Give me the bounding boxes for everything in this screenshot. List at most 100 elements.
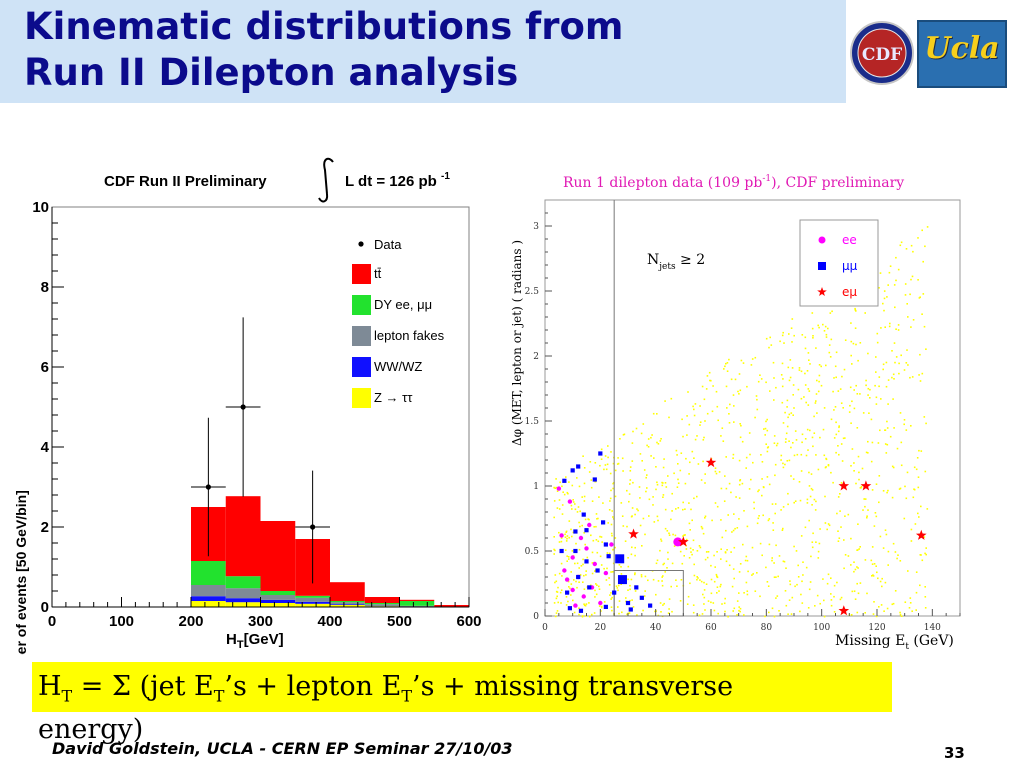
mc-dot: [571, 535, 573, 538]
mc-dot: [724, 597, 726, 600]
mc-dot: [645, 476, 647, 479]
mc-dot: [807, 404, 810, 406]
mc-dot: [716, 592, 718, 594]
mc-dot: [675, 508, 677, 510]
mc-dot: [921, 313, 923, 315]
mc-dot: [853, 561, 855, 563]
mc-dot: [924, 596, 927, 598]
mc-dot: [714, 566, 716, 568]
mc-dot: [732, 394, 735, 396]
mc-dot: [800, 397, 803, 400]
mc-dot: [793, 334, 795, 337]
mc-dot: [724, 551, 727, 553]
ht-xlabel-main: H: [226, 631, 237, 648]
mc-dot: [731, 531, 733, 533]
mc-dot: [884, 581, 887, 584]
mc-dot: [781, 401, 784, 404]
mc-dot: [879, 272, 882, 274]
mc-dot: [817, 550, 820, 553]
mc-dot: [775, 444, 778, 447]
mc-dot: [903, 419, 906, 421]
mc-dot: [793, 407, 795, 409]
mc-dot: [652, 496, 654, 498]
mc-dot: [573, 579, 575, 581]
mc-dot: [725, 385, 728, 388]
mc-dot: [710, 578, 713, 581]
scatter-legend-label-2: eμ: [842, 285, 857, 299]
mc-dot: [787, 366, 790, 369]
mc-dot: [610, 489, 612, 492]
mc-dot: [719, 585, 722, 588]
mc-dot: [662, 496, 664, 498]
mc-dot: [628, 493, 631, 495]
mc-dot: [798, 481, 801, 483]
mc-dot: [782, 422, 785, 424]
mc-dot: [917, 512, 919, 515]
mc-dot: [642, 423, 645, 425]
mc-dot: [618, 600, 621, 602]
sc-x-tick-label: 120: [868, 623, 885, 633]
mc-dot: [867, 440, 869, 443]
mc-dot: [699, 405, 701, 407]
mc-dot: [872, 575, 875, 577]
mc-dot: [796, 453, 799, 456]
mc-dot: [612, 571, 614, 573]
mc-dot: [809, 363, 811, 365]
mc-dot: [652, 504, 654, 506]
mc-dot: [823, 407, 826, 409]
mc-dot: [915, 468, 918, 471]
mc-dot: [779, 340, 781, 343]
mc-dot: [611, 596, 613, 599]
mc-dot: [810, 555, 812, 558]
mc-dot: [677, 463, 679, 465]
mc-dot: [804, 372, 806, 375]
mc-dot: [693, 563, 695, 566]
mc-dot: [919, 584, 921, 587]
mc-dot: [667, 475, 669, 477]
mc-dot: [630, 578, 633, 581]
mc-dot: [925, 348, 927, 350]
mc-dot: [837, 445, 839, 447]
mc-dot: [716, 505, 719, 508]
mc-dot: [836, 512, 838, 515]
mc-dot: [885, 361, 888, 364]
mc-dot: [753, 507, 755, 510]
mc-dot: [733, 577, 735, 580]
mc-dot: [878, 606, 880, 608]
mc-dot: [875, 396, 878, 399]
mc-dot: [617, 589, 619, 592]
mc-dot: [733, 607, 736, 610]
mc-dot: [594, 570, 596, 572]
mc-dot: [701, 613, 704, 615]
mc-dot: [782, 560, 785, 563]
mc-dot: [886, 427, 889, 429]
ht-x-tick-label: 100: [109, 613, 134, 630]
mc-dot: [696, 435, 698, 437]
mc-dot: [715, 573, 718, 576]
mc-dot: [583, 500, 586, 502]
mc-dot: [919, 353, 921, 356]
mc-dot: [738, 373, 741, 375]
mc-dot: [736, 614, 738, 616]
mc-dot: [728, 422, 731, 424]
mc-dot: [892, 373, 895, 376]
ht-bar-1-4: [330, 604, 365, 605]
ht-x-tick-label: 0: [48, 613, 56, 630]
mumu-point-5: [573, 548, 578, 554]
mc-dot: [565, 530, 568, 533]
mc-dot: [841, 375, 843, 378]
mc-dot: [877, 442, 880, 444]
mc-dot: [555, 478, 557, 480]
mc-dot: [840, 482, 843, 484]
mc-dot: [745, 456, 748, 459]
mc-dot: [730, 551, 732, 553]
mc-dot: [556, 490, 559, 492]
mc-dot: [670, 518, 672, 521]
mc-dot: [742, 543, 744, 546]
mc-dot: [591, 562, 594, 564]
mc-dot: [837, 540, 840, 542]
mc-dot: [691, 450, 694, 453]
mc-dot: [694, 403, 697, 405]
mc-dot: [733, 513, 735, 515]
mc-dot: [766, 429, 769, 432]
